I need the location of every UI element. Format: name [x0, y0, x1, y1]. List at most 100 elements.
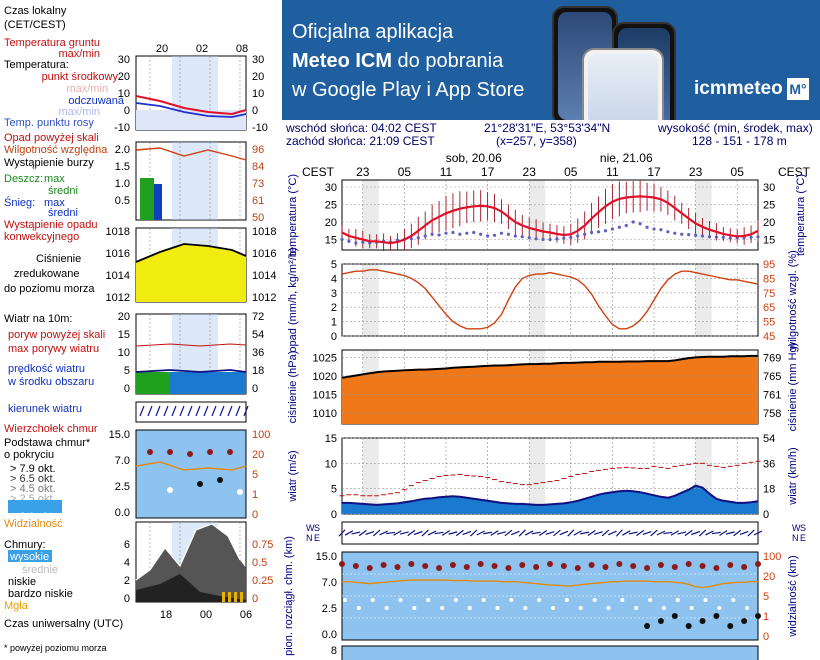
compass-letter: W	[306, 523, 315, 533]
legend-wind-dir-arrow	[147, 405, 153, 417]
dew-point-marker	[652, 227, 656, 231]
legend-temperature-line	[135, 95, 247, 116]
cloud-base-marker	[755, 613, 761, 619]
wind-direction-arrow	[344, 530, 354, 536]
legend-hour-label: 02	[196, 43, 208, 55]
legend-hour-label: 20	[156, 43, 168, 55]
wind-direction-arrow	[636, 529, 645, 537]
wind-direction-arrow	[711, 531, 721, 535]
wind-direction-arrow	[407, 529, 416, 537]
night-shade	[695, 264, 712, 336]
legend-humidity-line	[135, 147, 247, 161]
dew-point-marker	[687, 233, 691, 237]
cloud-base-marker	[533, 564, 540, 570]
location-meta: wschód słońca: 04:02 CEST zachód słońca:…	[282, 120, 820, 148]
wind-direction-arrow	[553, 529, 561, 537]
legend-pressure-tick: 1018	[252, 226, 276, 238]
y-tick-label: 7.0	[322, 577, 337, 589]
legend-humidity-tick: 50	[252, 212, 264, 224]
dew-point-marker	[694, 233, 698, 237]
wind-direction-arrow	[615, 529, 623, 537]
next-panel	[341, 645, 759, 660]
legend-clouds-frac-tick: 0	[252, 593, 258, 605]
humidity-line	[341, 269, 759, 330]
cloud-base-marker	[648, 598, 653, 602]
legend-fog-bar	[228, 592, 231, 602]
compass-letter: E	[314, 533, 320, 543]
dew-point-marker	[354, 241, 358, 245]
y2-tick-label: 1	[763, 611, 769, 623]
legend-humidity-tick: 61	[252, 195, 264, 207]
legend-cloud-tick: 0.0	[115, 507, 130, 519]
legend-clouds-tick: 4	[124, 557, 130, 569]
legend-clouds-frac-tick: 0.75	[252, 539, 273, 551]
legend-temp-tick: 0	[124, 105, 130, 117]
brand-logo: icmmeteo	[694, 78, 783, 99]
dew-point-marker	[499, 231, 504, 235]
legend-max-min: max/min	[66, 83, 108, 95]
legend-precip-tick: 0.5	[115, 195, 130, 207]
timezone-label-right: CEST	[778, 165, 811, 179]
legend-footnote: * powyżej poziomu morza	[4, 643, 107, 653]
cloud-base-marker	[699, 563, 706, 569]
cloud-base-marker	[440, 606, 445, 610]
legend-wind-dir: kierunek wiatru	[8, 403, 82, 415]
y2-tick-label: 85	[763, 273, 775, 285]
cloud-base-marker	[356, 606, 361, 610]
legend-cloud-base-marker	[167, 487, 173, 493]
wind-direction-arrow	[601, 529, 610, 537]
legend-precip-tick: 1.0	[115, 178, 130, 190]
legend-utc-hour: 18	[160, 609, 172, 621]
legend-precip-above: Opad powyżej skali	[4, 132, 99, 144]
night-shade	[362, 264, 379, 336]
legend-cloud-top: Wierzchołek chmur	[4, 423, 98, 435]
dew-point-marker	[451, 230, 455, 235]
night-shade	[529, 180, 546, 250]
pressure-line	[341, 354, 758, 379]
y-tick-label: 1010	[313, 408, 337, 420]
night-shade	[362, 180, 379, 250]
legend-clouds-tick: 0	[124, 593, 130, 605]
compass-letter: N	[792, 533, 799, 543]
y-tick-label: 5	[331, 484, 337, 496]
y2-tick-label: 45	[763, 331, 775, 343]
legend-snow-max: max	[44, 197, 65, 209]
wind-direction-arrow	[539, 530, 548, 536]
y-tick-label: 15.0	[316, 551, 337, 563]
cloud-base-marker	[671, 564, 678, 570]
legend-wind-tick: 10	[118, 347, 130, 359]
y2-tick-label: 5	[763, 591, 769, 603]
cloud-base-marker	[661, 606, 666, 610]
banner-line-1: Oficjalna aplikacja	[292, 21, 454, 43]
hour-label: 17	[481, 165, 495, 179]
y2-tick-label: 54	[763, 433, 775, 445]
cloud-base-marker	[380, 562, 387, 568]
legend-vis-tick: 100	[252, 429, 270, 441]
wind-direction-arrow	[725, 531, 735, 535]
dew-point-marker	[590, 230, 594, 235]
dew-point-marker	[700, 234, 705, 238]
cloud-base-marker	[755, 561, 761, 567]
app-banner[interactable]: Oficjalna aplikacja Meteo ICM do pobrani…	[282, 0, 820, 120]
legend-cloud-tick: 2.5	[115, 481, 130, 493]
y-tick-label: 25	[325, 200, 337, 212]
legend-storm: Wystąpienie burzy	[4, 157, 94, 169]
y-tick-label: 0	[331, 509, 337, 521]
cloud-base-marker	[352, 563, 359, 569]
legend-cloud-base-marker	[167, 449, 173, 455]
dew-point-marker	[638, 222, 642, 226]
y-tick-label: 1	[331, 317, 337, 329]
wind-direction-arrow	[504, 529, 513, 537]
legend-wind-line	[135, 369, 247, 373]
cloud-base-marker	[713, 565, 720, 571]
legend-wind-dir-arrow	[155, 405, 161, 417]
legend-pressure-tick: 1014	[252, 270, 276, 282]
wind-direction-arrow	[399, 531, 409, 535]
cloud-base-marker	[717, 606, 722, 610]
y2-tick-label: 25	[763, 200, 775, 212]
y-tick-label: 0.0	[322, 629, 337, 641]
legend-fog-bar	[234, 592, 237, 602]
legend-humidity-tick: 84	[252, 161, 264, 173]
cloud-base-marker	[634, 606, 639, 610]
